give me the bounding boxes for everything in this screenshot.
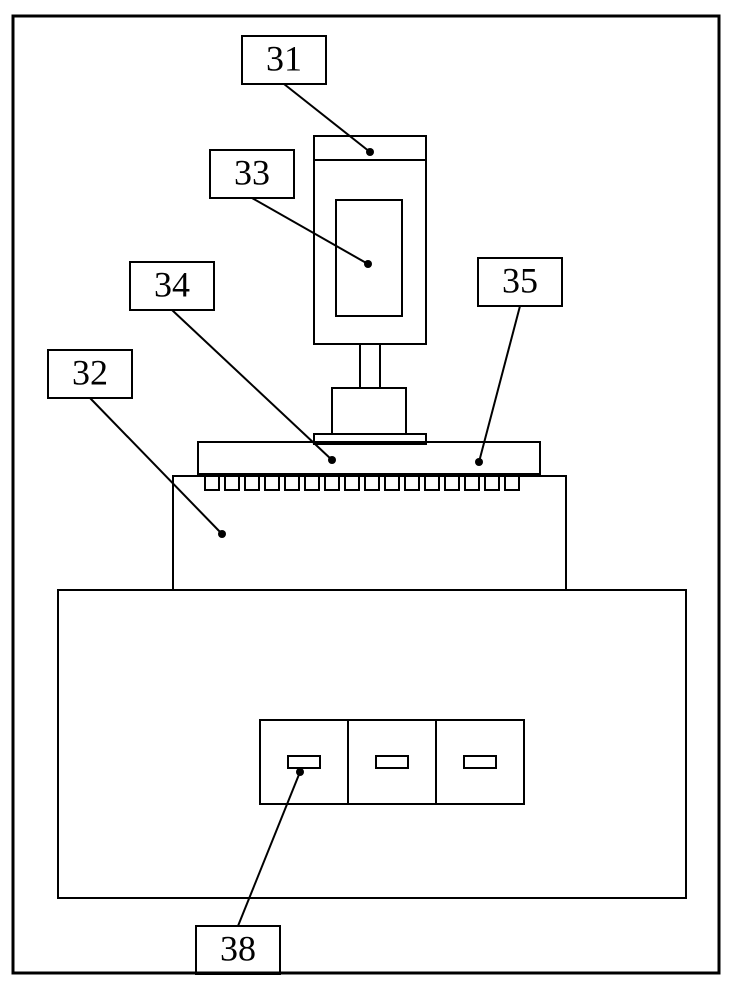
base-box <box>58 590 686 898</box>
callout-label-35: 35 <box>502 260 538 300</box>
callout-label-33: 33 <box>234 152 270 192</box>
motor-inner <box>336 200 402 316</box>
callout-38: 38 <box>196 768 304 974</box>
technical-diagram: 31 33 34 35 32 38 <box>0 0 747 1000</box>
callout-35: 35 <box>475 258 562 466</box>
callout-label-34: 34 <box>154 264 190 304</box>
callout-33: 33 <box>210 150 372 268</box>
disc-plate <box>198 442 540 474</box>
callout-32: 32 <box>48 350 226 538</box>
callout-label-31: 31 <box>266 38 302 78</box>
callout-34: 34 <box>130 262 336 464</box>
upper-box <box>173 476 566 590</box>
panel-row <box>260 720 524 804</box>
callout-label-38: 38 <box>220 928 256 968</box>
callout-label-32: 32 <box>72 352 108 392</box>
callout-31: 31 <box>242 36 374 156</box>
